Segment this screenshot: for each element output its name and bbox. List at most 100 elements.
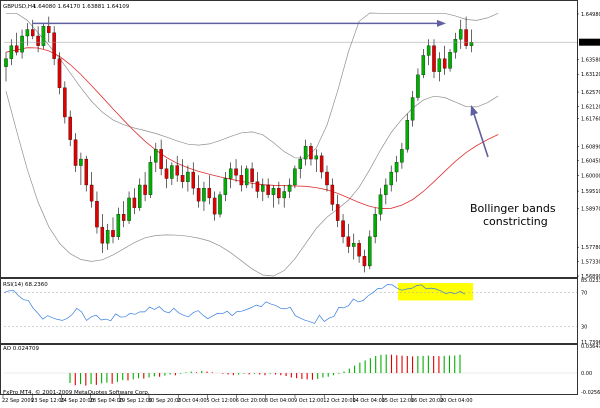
resistance-arrowhead	[437, 19, 446, 27]
annotation-layer: GBPUSD,H4 1.64080 1.64170 1.63881 1.6410…	[3, 4, 577, 396]
candle	[14, 32, 19, 56]
candle	[314, 149, 319, 173]
candle	[159, 139, 163, 176]
candle	[63, 81, 67, 124]
candle	[319, 152, 324, 179]
candle	[154, 142, 158, 173]
candle	[57, 52, 62, 95]
candle	[186, 165, 190, 192]
candle-body-bear	[325, 171, 329, 186]
candle	[100, 214, 105, 254]
candle-body-bull	[127, 197, 131, 221]
candle	[400, 142, 404, 169]
x-tick-label: 14 Oct 04:00	[352, 398, 385, 404]
candle-body-bull	[218, 194, 222, 215]
candle-body-bear	[346, 236, 351, 247]
candle-body-bull	[186, 171, 190, 182]
candle	[41, 23, 46, 49]
candle-body-bear	[14, 45, 19, 53]
watermark: FxPro MT4, © 2001-2009 MetaQuotes Softwa…	[3, 389, 150, 396]
x-tick-label: 15 Oct 12:00	[382, 398, 415, 404]
candle	[293, 165, 297, 189]
x-tick-label: 6 Oct 20:00	[236, 398, 265, 404]
y-tick-label-ao: 0.00	[581, 371, 592, 377]
candle	[68, 110, 72, 147]
candle	[255, 172, 260, 198]
rsi-label: RSI(14) 68.2360	[3, 282, 48, 288]
candle	[148, 155, 153, 198]
candle	[266, 178, 270, 198]
candle	[330, 178, 335, 211]
candle-body-bear	[175, 165, 179, 176]
candle	[335, 194, 340, 228]
candle-body-bear	[362, 256, 367, 267]
candle-body-bear	[309, 145, 313, 160]
candle	[196, 175, 201, 208]
candle-body-bull	[426, 45, 431, 56]
candle-body-bull	[389, 171, 393, 186]
candle-body-bear	[73, 139, 78, 166]
candle-body-bear	[159, 149, 163, 169]
x-tick-label: 9 Oct 12:00	[294, 398, 323, 404]
bollinger-layer	[5, 12, 499, 277]
y-tick-label-main: 1.60890	[581, 144, 600, 150]
candle	[282, 184, 286, 208]
rsi-line	[3, 284, 466, 324]
window-ohlc: 1.64080 1.64170 1.63881 1.64109	[33, 4, 130, 10]
candle-body-bear	[250, 168, 254, 182]
y-tick-label-rsi: 85.0233	[581, 278, 600, 284]
candle-body-bear	[330, 184, 335, 205]
y-tick-label-main: 1.58970	[581, 207, 600, 213]
candle	[448, 48, 452, 72]
candle	[164, 159, 169, 189]
candle-body-bear	[432, 45, 436, 72]
candle-body-bear	[266, 184, 270, 195]
candle-body-bear	[89, 184, 94, 202]
candle	[84, 155, 89, 192]
candle-body-bull	[271, 188, 276, 195]
axes-layer: 1.64980 1.64109 1.63580 1.63120 1.62570 1.621…	[2, 12, 600, 404]
candle-body-bull	[410, 97, 415, 121]
candle	[132, 188, 137, 215]
candle	[234, 159, 238, 182]
y-tick-label-main: 1.63120	[581, 72, 600, 78]
candle-body-bear	[36, 35, 40, 46]
candle-body-bull	[154, 149, 158, 163]
candle-body-bear	[255, 181, 260, 192]
candle-body-bull	[394, 162, 399, 173]
candle	[73, 133, 78, 173]
candle	[303, 139, 308, 166]
candle-body-bear	[121, 213, 126, 221]
x-tick-label: 8 Oct 04:00	[265, 398, 294, 404]
candle-body-bear	[132, 197, 137, 208]
candle	[105, 223, 110, 250]
candle	[250, 162, 254, 189]
candle	[464, 16, 468, 49]
candle-body-bear	[207, 188, 212, 199]
candle	[405, 113, 409, 153]
candle-body-bull	[287, 184, 292, 192]
rsi-highlight-box	[398, 283, 473, 301]
y-tick-label-main: 1.62570	[581, 90, 600, 96]
candle-body-bull	[368, 236, 372, 267]
candle-body-bear	[180, 175, 185, 182]
candle-body-bull	[453, 39, 458, 53]
current-price-tag	[579, 38, 600, 46]
candle	[453, 32, 458, 59]
candle-body-bear	[84, 158, 89, 186]
candle	[357, 240, 361, 263]
candle-body-bear	[143, 184, 147, 195]
candle	[9, 39, 14, 66]
candle	[223, 172, 228, 202]
candle-body-bear	[63, 87, 67, 118]
ao-pane-frame	[0, 344, 578, 395]
x-tick-label: 16 Oct 20:00	[411, 398, 444, 404]
y-tick-label-rsi: 30	[581, 325, 587, 331]
candle	[426, 39, 431, 66]
y-tick-label-main: 1.63580	[581, 57, 600, 63]
x-tick-label: 24 Sep 20:00	[60, 398, 93, 404]
candle-body-bull	[282, 191, 286, 199]
ao-label: AO 0.024709	[3, 346, 39, 352]
candle-body-bull	[25, 29, 30, 37]
